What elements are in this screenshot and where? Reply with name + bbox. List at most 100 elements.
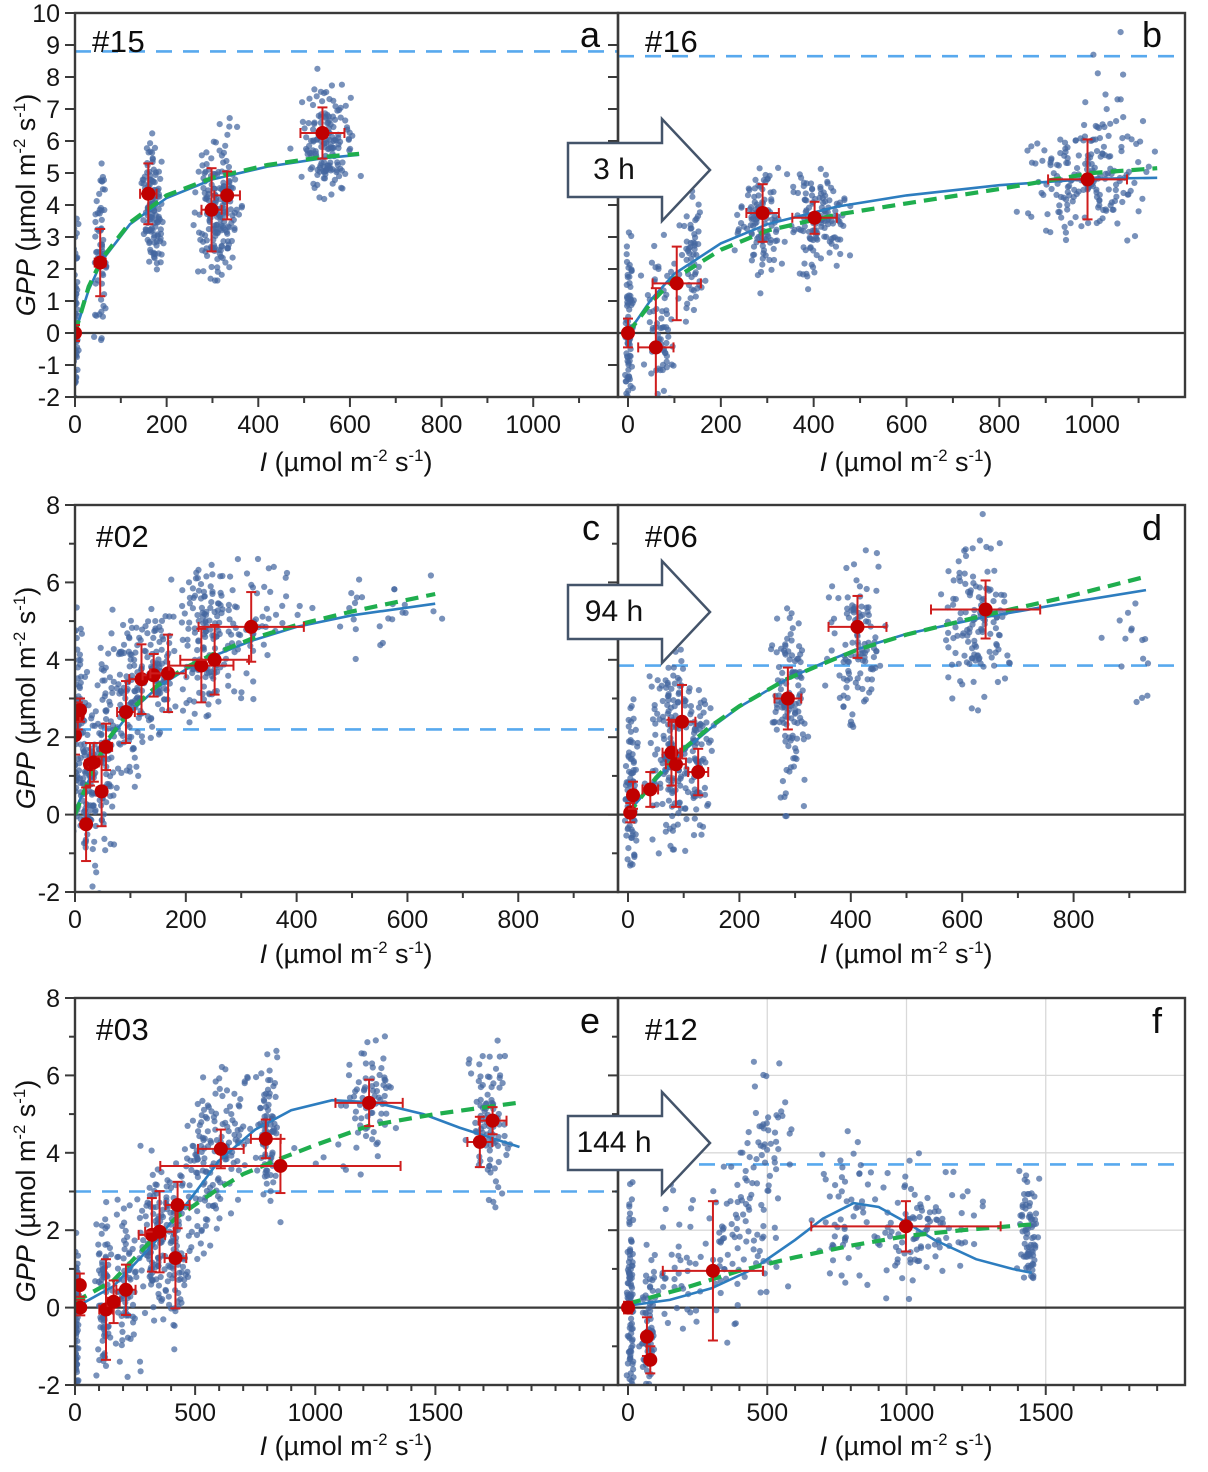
- panel-c: 0 200 400 600 800 -2 0 2 4 6 8: [38, 492, 620, 934]
- svg-text:400: 400: [830, 906, 872, 934]
- svg-text:0: 0: [46, 320, 60, 348]
- svg-text:6: 6: [46, 569, 60, 597]
- green-fit-curve: [76, 151, 360, 334]
- x-axis-units: (µmol m: [827, 447, 933, 477]
- svg-text:1000: 1000: [1064, 411, 1120, 439]
- x-axis-variable: I: [259, 447, 268, 477]
- axis-tick-labels: 0 500 1000 1500: [621, 1399, 1074, 1427]
- right-arrow-icon: [566, 115, 712, 225]
- right-arrow-icon: [566, 557, 712, 667]
- svg-text:8: 8: [46, 492, 60, 520]
- svg-text:1: 1: [46, 288, 60, 316]
- axis-ticks: [608, 504, 1131, 902]
- panel-b: 0 200 400 600 800 1000: [608, 11, 1187, 439]
- x-axis-title-e: I (µmol m-2 s-1): [260, 1430, 433, 1462]
- svg-text:800: 800: [1053, 906, 1095, 934]
- svg-text:500: 500: [174, 1399, 216, 1427]
- scatter-points: [622, 28, 1158, 396]
- x-axis-units: ): [983, 447, 993, 477]
- panel-letter-c: c: [582, 507, 600, 548]
- svg-text:800: 800: [497, 906, 539, 934]
- scatter-points: [623, 1058, 1043, 1384]
- svg-text:7: 7: [46, 96, 60, 124]
- panel-letter-b: b: [1141, 14, 1162, 55]
- svg-text:200: 200: [700, 411, 742, 439]
- green-fit-curve: [626, 166, 1158, 335]
- svg-text:5: 5: [46, 160, 60, 188]
- x-axis-units-sup: -1: [968, 938, 984, 957]
- x-axis-units: s: [387, 1431, 409, 1461]
- x-axis-units: ): [983, 1431, 993, 1461]
- y-axis-units: ): [11, 1079, 41, 1089]
- panel-a: 0 200 400 600 800 1000 -2 -1 0 1 2 3 4 5 6 7 8 9 10: [32, 0, 620, 439]
- x-axis-variable: I: [259, 1431, 268, 1461]
- x-axis-units: s: [947, 1431, 969, 1461]
- y-axis-units: ): [11, 93, 41, 103]
- y-axis-units: s: [11, 610, 41, 632]
- svg-text:200: 200: [146, 411, 188, 439]
- svg-text:6: 6: [46, 128, 60, 156]
- svg-text:9: 9: [46, 32, 60, 60]
- x-axis-units-sup: -2: [372, 1430, 388, 1449]
- x-axis-units-sup: -2: [932, 938, 948, 957]
- x-axis-units: ): [423, 447, 433, 477]
- svg-text:10: 10: [32, 0, 60, 28]
- x-axis-units: s: [947, 939, 969, 969]
- x-axis-variable: I: [819, 1431, 828, 1461]
- green-fit-curve: [627, 1222, 1032, 1306]
- svg-text:1000: 1000: [287, 1399, 343, 1427]
- scatter-points: [76, 555, 446, 891]
- blue-fit-curve: [627, 1201, 1033, 1307]
- svg-text:400: 400: [276, 906, 318, 934]
- svg-text:4: 4: [46, 1140, 60, 1168]
- mean-points: [621, 1200, 1002, 1375]
- x-axis-units: (µmol m: [827, 939, 933, 969]
- green-fit-curve: [76, 1100, 520, 1304]
- svg-text:-2: -2: [38, 384, 60, 412]
- axis-tick-labels: 0 200 400 600 800 -2 0 2 4 6 8: [38, 492, 539, 934]
- arrow-label: 144 h: [576, 1126, 652, 1159]
- svg-text:400: 400: [237, 411, 279, 439]
- mean-points: [623, 579, 1042, 824]
- y-axis-units: (µmol m: [11, 1139, 41, 1246]
- mean-points: [76, 591, 305, 863]
- svg-text:0: 0: [68, 1399, 82, 1427]
- x-axis-units-sup: -1: [968, 1430, 984, 1449]
- svg-text:-2: -2: [38, 879, 60, 907]
- panel-border: [616, 996, 1187, 1387]
- svg-text:1000: 1000: [879, 1399, 935, 1427]
- panel-border: [616, 503, 1187, 894]
- y-axis-units-sup: -1: [10, 102, 29, 118]
- x-axis-units-sup: -1: [408, 938, 424, 957]
- x-axis-units: ): [983, 939, 993, 969]
- svg-text:400: 400: [793, 411, 835, 439]
- x-axis-units-sup: -2: [372, 938, 388, 957]
- x-axis-units-sup: -1: [968, 446, 984, 465]
- y-axis-units-sup: -2: [10, 138, 29, 154]
- blue-fit-curve: [627, 588, 1147, 814]
- svg-text:600: 600: [329, 411, 371, 439]
- x-axis-variable: I: [819, 939, 828, 969]
- x-axis-units-sup: -2: [932, 446, 948, 465]
- svg-text:200: 200: [719, 906, 761, 934]
- sample-label-f: #12: [645, 1012, 699, 1047]
- x-axis-units-sup: -1: [408, 1430, 424, 1449]
- axis-tick-labels: 0 200 400 600 800 1000: [621, 411, 1120, 439]
- y-axis-units-sup: -1: [10, 1088, 29, 1104]
- x-axis-units: ): [423, 939, 433, 969]
- sample-label-b: #16: [645, 24, 699, 59]
- y-axis-units: s: [11, 1103, 41, 1125]
- right-arrow-icon: [566, 1088, 712, 1198]
- y-axis-title-row3: GPP (µmol m-2 s-1): [10, 1080, 42, 1302]
- y-axis-units: (µmol m: [11, 153, 41, 260]
- panel-letter-d: d: [1141, 507, 1162, 548]
- svg-text:8: 8: [46, 985, 60, 1013]
- axis-ticks: [65, 997, 605, 1395]
- svg-text:600: 600: [886, 411, 928, 439]
- x-axis-title-d: I (µmol m-2 s-1): [820, 938, 993, 970]
- green-fit-curve: [626, 574, 1147, 816]
- svg-text:4: 4: [46, 647, 60, 675]
- x-axis-title-c: I (µmol m-2 s-1): [260, 938, 433, 970]
- x-axis-units: (µmol m: [267, 939, 373, 969]
- x-axis-units: s: [387, 447, 409, 477]
